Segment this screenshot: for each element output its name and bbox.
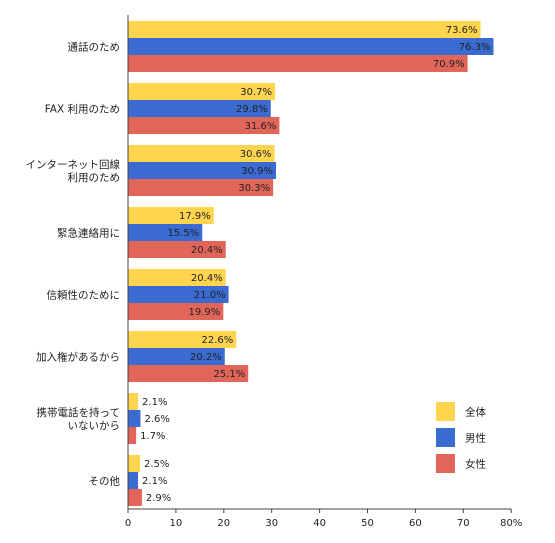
data-label-8-3: 2.9% (146, 493, 171, 504)
x-tick-label-1: 0 (125, 518, 131, 529)
category-label-2: FAX 利用のため (45, 104, 120, 116)
bar-7-2 (128, 410, 141, 427)
category-label-1: 通話のため (68, 41, 121, 54)
category-label-7-line-2: いないから (68, 420, 121, 432)
data-label-1-1: 73.6% (446, 25, 478, 36)
bar-5-1 (128, 269, 226, 286)
legend-swatch-2 (436, 428, 455, 447)
bar-2-3 (128, 117, 280, 134)
data-label-5-1: 20.4% (191, 273, 223, 284)
bar-4-3 (128, 241, 226, 258)
legend-label-1: 全体 (465, 406, 486, 419)
bar-2-1 (128, 83, 276, 100)
bar-3-3 (128, 179, 274, 196)
bar-4-2 (128, 224, 203, 241)
category-label-3-line-1: インターネット回線 (26, 158, 121, 171)
data-label-1-3: 70.9% (433, 59, 465, 70)
data-label-5-3: 19.9% (189, 307, 221, 318)
x-tick-label-2: 10 (170, 518, 183, 529)
data-label-5-2: 21.0% (194, 290, 226, 301)
data-label-2-1: 30.7% (240, 87, 272, 98)
category-label-6: 加入権があるから (36, 351, 120, 364)
data-label-4-3: 20.4% (191, 245, 223, 256)
data-label-7-3: 1.7% (140, 431, 165, 442)
bar-8-3 (128, 489, 142, 506)
category-label-8: その他 (89, 475, 121, 488)
x-tick-label-9: 80% (500, 518, 522, 529)
legend-swatch-1 (436, 402, 455, 421)
data-label-1-2: 76.3% (459, 42, 491, 53)
bar-7-3 (128, 427, 137, 444)
bar-5-2 (128, 286, 229, 303)
data-label-3-3: 30.3% (238, 183, 270, 194)
bar-1-1 (128, 21, 481, 38)
bar-8-1 (128, 455, 140, 472)
x-tick-label-8: 70 (457, 518, 470, 529)
legend-swatch-3 (436, 454, 455, 473)
x-tick-label-6: 50 (361, 518, 374, 529)
data-label-2-3: 31.6% (245, 121, 277, 132)
x-tick-label-5: 40 (313, 518, 326, 529)
bar-5-3 (128, 303, 224, 320)
x-tick-label-3: 20 (217, 518, 230, 529)
bar-7-1 (128, 393, 139, 410)
data-label-6-2: 20.2% (190, 352, 222, 363)
x-tick-label-7: 60 (409, 518, 422, 529)
category-label-7-line-1: 携帯電話を持って (37, 406, 120, 419)
category-label-3-line-2: 利用のため (68, 172, 121, 184)
bar-3-1 (128, 145, 275, 162)
data-label-7-1: 2.1% (142, 397, 167, 408)
bar-6-1 (128, 331, 237, 348)
bar-2-2 (128, 100, 271, 117)
data-label-7-2: 2.6% (144, 414, 169, 425)
bar-3-2 (128, 162, 277, 179)
data-label-4-2: 15.5% (167, 228, 199, 239)
data-label-2-2: 29.8% (236, 104, 268, 115)
data-label-6-1: 22.6% (201, 335, 233, 346)
data-label-4-1: 17.9% (179, 211, 211, 222)
data-label-6-3: 25.1% (213, 369, 245, 380)
legend-label-3: 女性 (465, 458, 486, 471)
bar-8-2 (128, 472, 139, 489)
legend-label-2: 男性 (465, 432, 486, 445)
data-label-3-1: 30.6% (240, 149, 272, 160)
x-tick-label-4: 30 (265, 518, 278, 529)
category-label-5: 信頼性のために (47, 289, 121, 302)
bar-1-2 (128, 38, 494, 55)
bar-6-3 (128, 365, 249, 382)
bar-1-3 (128, 55, 468, 72)
data-label-3-2: 30.9% (241, 166, 273, 177)
category-label-4: 緊急連絡用に (57, 227, 120, 240)
bar-4-1 (128, 207, 214, 224)
bar-6-2 (128, 348, 225, 365)
data-label-8-1: 2.5% (144, 459, 169, 470)
data-label-8-2: 2.1% (142, 476, 167, 487)
